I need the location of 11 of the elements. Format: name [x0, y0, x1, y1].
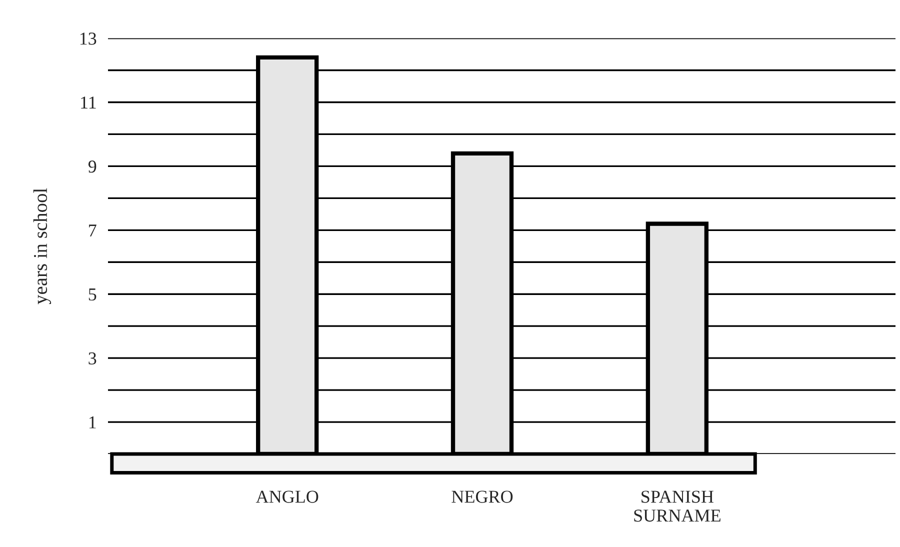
y-tick-label: 1 [89, 416, 96, 428]
y-tick-label: 5 [88, 288, 96, 301]
y-tick-label: 13 [80, 32, 96, 45]
y-axis-title: years in school [33, 188, 52, 304]
x-tick-label: SPANISH SURNAME [634, 490, 720, 522]
y-tick-label: 9 [88, 160, 96, 173]
y-tick-label: 7 [89, 224, 96, 236]
y-tick-label: 11 [81, 96, 96, 109]
y-tick-label: 3 [88, 352, 96, 365]
x-tick-label: ANGLO [256, 490, 318, 503]
x-tick-label: NEGRO [452, 490, 513, 503]
